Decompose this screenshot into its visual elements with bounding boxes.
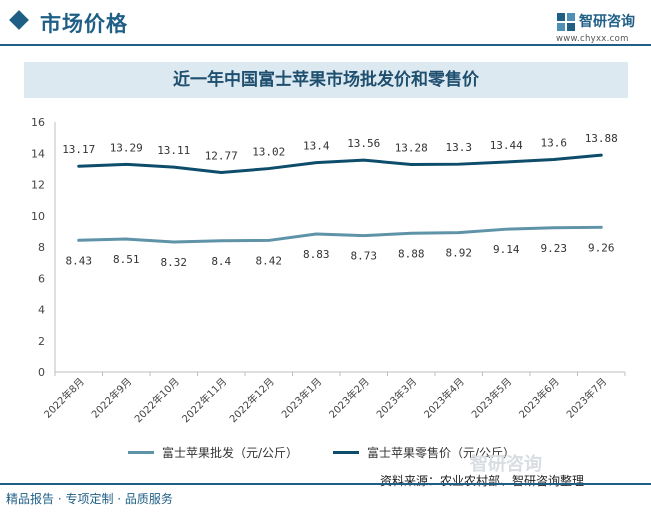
data-label: 13.11 [157,144,190,157]
data-label: 8.83 [303,248,330,261]
data-label: 13.44 [490,139,523,152]
footer-tagline: 精品报告 · 专项定制 · 品质服务 [6,492,173,506]
logo-mark-icon [557,13,575,31]
data-label: 9.26 [588,241,615,254]
x-tick-label: 2023年7月 [564,375,610,421]
y-tick-label: 14 [31,147,45,160]
y-tick-label: 12 [31,179,45,192]
data-label: 13.29 [110,141,143,154]
y-tick-label: 10 [31,210,45,223]
header-rule [0,44,651,46]
watermark-logo: 智研咨询 [470,454,542,475]
legend-item-wholesale: 富士苹果批发（元/公斤） [128,442,298,462]
data-label: 13.6 [541,137,568,150]
y-tick-label: 6 [38,272,45,285]
x-tick-label: 2022年8月 [41,375,87,421]
x-tick-label: 2022年11月 [179,375,229,425]
section-title: 市场价格 [40,12,128,36]
legend-label-wholesale: 富士苹果批发（元/公斤） [162,445,299,460]
x-tick-label: 2022年9月 [89,375,135,421]
series-line-retail [77,153,603,174]
data-label: 13.3 [446,141,473,154]
data-label: 13.02 [252,146,285,159]
diamond-icon [9,10,29,30]
data-label: 8.92 [446,247,473,260]
data-label: 8.32 [161,256,188,269]
data-label: 13.17 [62,143,95,156]
x-tick-label: 2022年12月 [227,375,277,425]
y-tick-label: 8 [38,241,45,254]
data-label: 8.43 [66,254,93,267]
data-label: 13.56 [347,137,380,150]
logo-text: 智研咨询 [579,14,635,30]
footer-rule [0,483,651,485]
x-tick-label: 2023年4月 [421,375,467,421]
data-label: 8.42 [256,254,283,267]
footer-bar: 精品报告 · 专项定制 · 品质服务 [0,483,651,512]
logo: 智研咨询 www.chyxx.com [556,10,646,44]
data-label: 9.14 [493,243,520,256]
legend: 富士苹果批发（元/公斤） 富士苹果零售价（元/公斤） [0,442,651,462]
legend-item-retail: 富士苹果零售价（元/公斤） [333,442,515,462]
y-tick-label: 16 [31,116,45,129]
chart-title: 近一年中国富士苹果市场批发价和零售价 [173,70,479,90]
legend-label-retail: 富士苹果零售价（元/公斤） [367,445,516,460]
data-label: 13.88 [585,132,618,145]
x-tick-label: 2022年10月 [132,375,182,425]
y-tick-label: 4 [38,304,45,317]
y-tick-label: 0 [38,366,45,379]
logo-url: www.chyxx.com [556,34,629,44]
x-tick-label: 2023年3月 [374,375,420,421]
data-label: 8.51 [113,253,140,266]
data-label: 8.73 [351,250,378,263]
x-tick-label: 2023年1月 [279,375,325,421]
legend-swatch-wholesale [128,450,154,454]
y-tick-label: 2 [38,335,45,348]
data-label: 12.77 [205,149,238,162]
x-tick-label: 2023年2月 [326,375,372,421]
data-label: 9.23 [541,242,568,255]
header: 市场价格 智研咨询 www.chyxx.com [0,0,651,46]
data-label: 8.4 [211,255,231,268]
x-tick-label: 2023年6月 [516,375,562,421]
x-tick-label: 2023年5月 [469,375,515,421]
chart-title-band: 近一年中国富士苹果市场批发价和零售价 [24,62,628,98]
data-label: 8.88 [398,247,425,260]
series-line-wholesale [77,225,603,244]
data-label: 13.4 [303,140,330,153]
data-label: 13.28 [395,142,428,155]
legend-swatch-retail [333,450,359,454]
